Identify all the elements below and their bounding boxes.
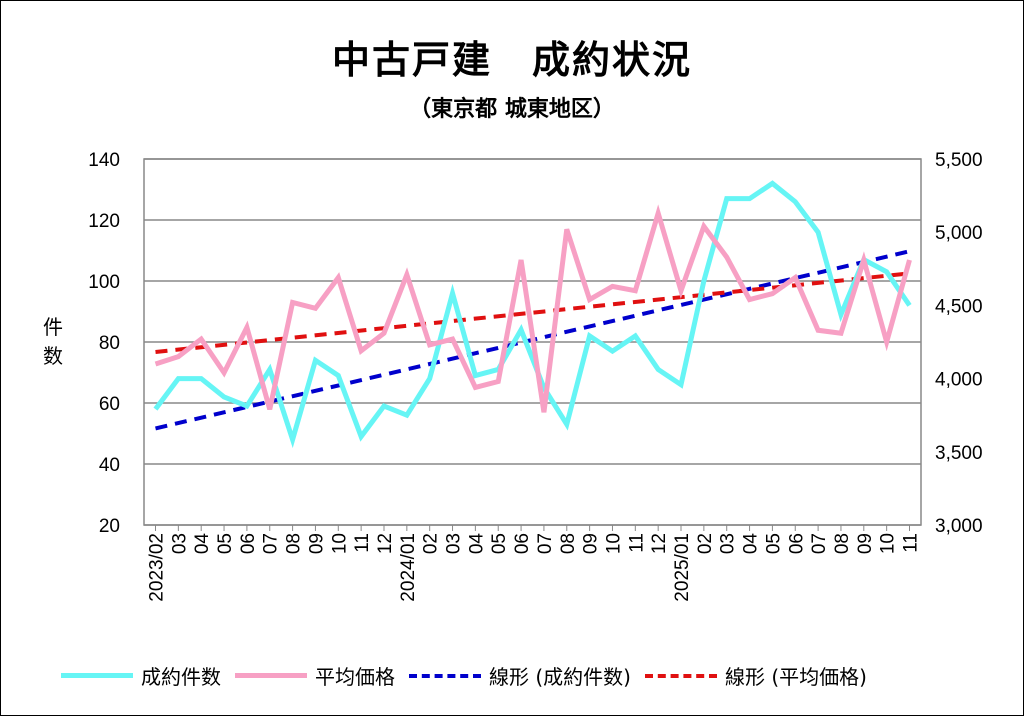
x-tick-label: 03	[718, 533, 739, 554]
x-tick-label: 10	[329, 533, 350, 554]
y-tick-label: 20	[99, 516, 120, 537]
x-tick-label: 06	[512, 533, 533, 554]
legend-label: 線形 (平均価格)	[724, 665, 867, 689]
x-tick-label: 10	[603, 533, 624, 554]
y2-tick-label: 5,500	[935, 150, 983, 171]
x-tick-label: 08	[558, 533, 579, 554]
x-tick-label: 11	[626, 533, 647, 553]
x-tick-label: 12	[375, 533, 396, 554]
legend-swatch	[235, 673, 307, 678]
x-tick-label: 03	[444, 533, 465, 554]
x-tick-label: 04	[466, 533, 487, 555]
y2-tick-label: 3,500	[935, 443, 983, 464]
y-tick-label: 80	[99, 333, 120, 354]
x-tick-label: 05	[763, 533, 784, 554]
legend-item: 線形 (成約件数)	[409, 661, 631, 690]
legend-swatch	[644, 673, 717, 678]
chart-title: 中古戸建 成約状況	[331, 38, 692, 82]
y-tick-label: 100	[88, 272, 120, 293]
y2-tick-label: 5,000	[935, 223, 983, 244]
x-tick-label: 04	[192, 533, 213, 555]
x-tick-label: 2024/01	[398, 533, 419, 602]
x-tick-label: 11	[352, 533, 373, 553]
legend-swatch	[61, 673, 133, 678]
x-tick-label: 05	[489, 533, 510, 554]
plot-border	[143, 158, 922, 526]
x-tick-label: 2023/02	[147, 533, 168, 602]
x-tick-label: 10	[878, 533, 899, 554]
y2-tick-label: 4,000	[935, 370, 983, 391]
legend-label: 成約件数	[141, 665, 221, 689]
y-tick-label: 40	[99, 455, 120, 476]
x-tick-label: 09	[306, 533, 327, 554]
y-tick-label: 140	[88, 150, 120, 171]
x-tick-label: 06	[786, 533, 807, 554]
y2-tick-label: 4,500	[935, 296, 983, 317]
x-tick-label: 04	[741, 533, 762, 555]
y2-tick-label: 3,000	[935, 516, 983, 537]
x-tick-label: 12	[649, 533, 670, 554]
x-tick-label: 09	[855, 533, 876, 554]
x-tick-label: 02	[695, 533, 716, 554]
x-tick-label: 08	[284, 533, 305, 554]
x-tick-label: 03	[169, 533, 190, 554]
x-tick-label: 11	[901, 533, 922, 553]
series-line	[154, 204, 912, 413]
legend-label: 線形 (成約件数)	[489, 665, 631, 689]
x-tick-label: 2025/01	[672, 533, 693, 602]
legend: 成約件数 平均価格 線形 (成約件数) 線形 (平均価格)	[61, 661, 881, 690]
x-tick-label: 07	[809, 533, 830, 554]
y-axis-label: 数	[43, 344, 63, 368]
x-tick-label: 02	[421, 533, 442, 554]
chart-subtitle: （東京都 城東地区）	[409, 97, 615, 122]
series-line	[153, 180, 912, 449]
x-tick-label: 07	[261, 533, 282, 554]
x-tick-label: 07	[535, 533, 556, 554]
y-axis-label: 件	[43, 315, 63, 339]
x-tick-label: 06	[238, 533, 259, 554]
legend-item: 平均価格	[235, 661, 395, 690]
y-tick-label: 60	[99, 394, 120, 415]
x-tick-label: 09	[581, 533, 602, 554]
x-tick-label: 08	[832, 533, 853, 554]
x-tick-label: 05	[215, 533, 236, 554]
y-tick-label: 120	[88, 211, 120, 232]
legend-swatch	[409, 673, 481, 678]
legend-label: 平均価格	[315, 665, 395, 689]
legend-item: 線形 (平均価格)	[644, 661, 867, 690]
legend-item: 成約件数	[61, 661, 221, 690]
